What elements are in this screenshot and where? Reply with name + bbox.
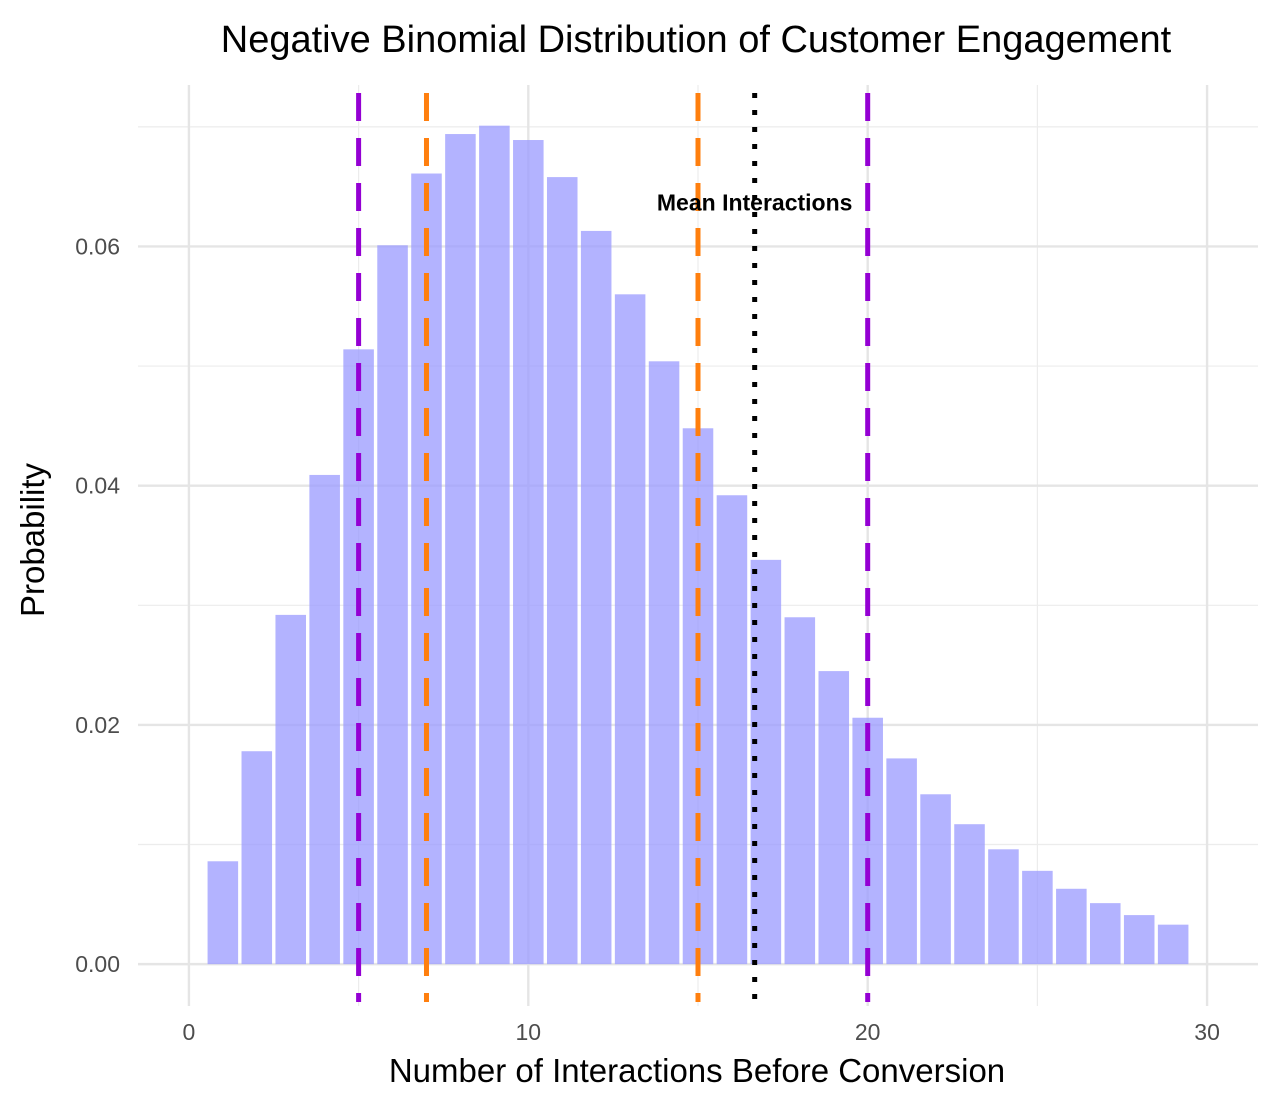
y-tick-label: 0.02 — [75, 712, 120, 738]
histogram-bar — [1056, 888, 1087, 965]
histogram-bar — [614, 294, 646, 965]
histogram-bar — [445, 134, 476, 965]
histogram-bar — [784, 617, 816, 965]
chart-title: Negative Binomial Distribution of Custom… — [221, 19, 1172, 61]
histogram-bar — [1090, 903, 1121, 965]
histogram-bar — [954, 824, 985, 965]
tick-label-layer: 0 10 20 30 0.00 0.02 0.04 0.06 — [75, 233, 1220, 1045]
x-tick-label: 20 — [855, 1019, 881, 1045]
histogram-bar — [920, 794, 951, 965]
y-tick-label: 0.06 — [75, 233, 120, 259]
histogram-bar — [818, 671, 850, 965]
y-tick-label: 0.04 — [75, 473, 120, 499]
y-axis-title: Probability — [14, 462, 51, 617]
bar-layer — [207, 125, 1189, 965]
histogram-bar — [241, 751, 273, 965]
histogram-bar — [580, 230, 612, 965]
x-tick-label: 0 — [183, 1019, 196, 1045]
histogram-bar — [513, 140, 544, 965]
histogram-bar — [1022, 870, 1053, 965]
histogram-bar — [716, 495, 748, 965]
histogram-bar — [1157, 924, 1189, 965]
x-tick-label: 30 — [1194, 1019, 1220, 1045]
histogram-bar — [1123, 915, 1155, 965]
histogram-bar — [988, 849, 1019, 965]
annotation-layer: Mean Interactions — [657, 190, 853, 216]
y-tick-label: 0.00 — [75, 951, 120, 977]
histogram-bar — [546, 177, 578, 965]
reference-line-layer — [356, 93, 871, 1002]
histogram-bar — [479, 125, 510, 965]
histogram-bar — [275, 614, 306, 965]
histogram-bar — [886, 758, 917, 965]
histogram-bar — [377, 245, 408, 965]
histogram-bar — [309, 474, 340, 965]
x-tick-label: 10 — [516, 1019, 542, 1045]
x-axis-title: Number of Interactions Before Conversion — [389, 1052, 1005, 1089]
histogram-bar — [207, 861, 239, 965]
histogram-bar — [648, 361, 680, 965]
mean-interactions-label: Mean Interactions — [657, 190, 853, 216]
